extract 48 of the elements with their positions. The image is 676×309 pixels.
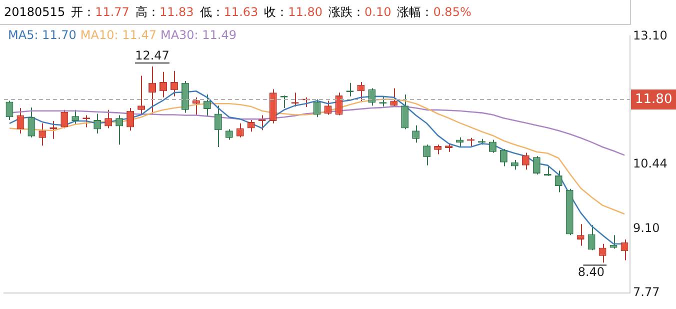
text: 开：11.77 <box>71 5 130 19</box>
candlestick <box>94 113 102 134</box>
text: MA5: 11.70 <box>8 28 76 42</box>
candlestick <box>401 94 409 130</box>
candlestick <box>72 109 80 125</box>
candlestick <box>335 92 343 116</box>
candlestick <box>28 107 36 138</box>
candlestick <box>214 105 222 148</box>
candlestick <box>313 98 321 118</box>
candlestick <box>412 124 420 144</box>
annotation: 12.47 <box>135 48 170 63</box>
y-tick-label: 10.44 <box>633 156 668 170</box>
candlestick <box>532 156 540 175</box>
candlestick <box>357 81 365 102</box>
candlestick <box>324 100 332 116</box>
y-tick-label: 13.10 <box>633 28 668 42</box>
candlestick <box>247 120 255 132</box>
candlestick <box>116 114 124 146</box>
text: 低：11.63 <box>200 5 258 19</box>
text: MA30: 11.49 <box>160 28 237 42</box>
y-tick-label: 9.10 <box>633 221 660 236</box>
candlestick <box>500 148 508 167</box>
candlestick <box>126 107 134 132</box>
candlestick <box>38 122 46 146</box>
candlestick <box>6 100 14 121</box>
candlestick <box>138 75 146 116</box>
candlestick <box>16 107 24 134</box>
text: 涨幅：0.85% <box>397 5 472 19</box>
text: 20180515 <box>4 5 66 19</box>
ref-line-label: 11.80 <box>635 92 672 107</box>
candlestick <box>236 122 244 138</box>
candlestick <box>510 160 518 170</box>
candlestick <box>368 88 376 106</box>
candlestick <box>434 144 442 155</box>
text: 高：11.83 <box>135 5 194 19</box>
candlestick <box>225 128 233 140</box>
text: 收：11.80 <box>264 5 323 19</box>
candlestick <box>576 224 584 246</box>
y-tick-label: 7.77 <box>633 285 660 300</box>
candlestick <box>544 164 552 176</box>
candlestick <box>588 224 596 251</box>
candlestick <box>258 114 266 131</box>
candlestick <box>170 70 178 97</box>
text: 涨跌：0.10 <box>328 5 392 19</box>
candlestick <box>104 109 112 129</box>
annotation: 8.40 <box>578 264 605 279</box>
text: MA10: 11.47 <box>80 28 156 42</box>
candlestick <box>598 243 606 264</box>
